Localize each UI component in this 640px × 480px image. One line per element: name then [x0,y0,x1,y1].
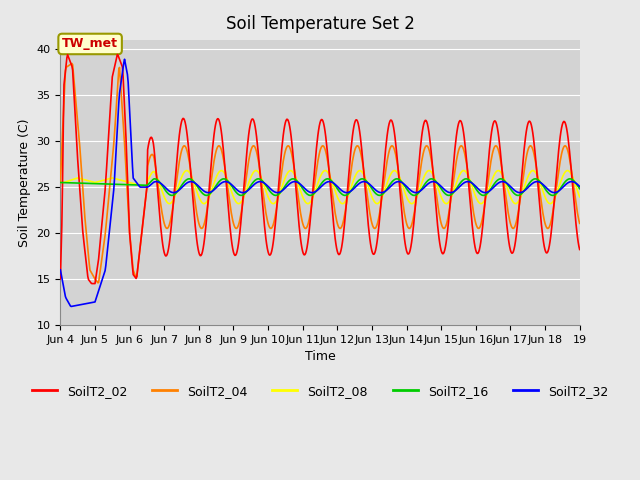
SoilT2_32 [172,189,180,195]
SoilT2_16 [528,178,536,183]
SoilT2_16 [312,189,319,194]
SoilT2_16 [566,176,574,182]
SoilT2_16 [193,182,200,188]
SoilT2_32 [56,267,64,273]
SoilT2_02 [172,170,180,176]
SoilT2_04 [56,180,64,185]
SoilT2_08 [530,168,538,174]
SoilT2_08 [364,181,371,187]
SoilT2_32 [313,188,321,193]
SoilT2_04 [313,163,321,168]
SoilT2_02 [576,247,584,252]
Line: SoilT2_32: SoilT2_32 [60,59,580,306]
SoilT2_08 [56,180,64,185]
SoilT2_16 [56,180,64,185]
SoilT2_32 [195,183,202,189]
SoilT2_08 [415,189,422,195]
SoilT2_02 [364,215,371,220]
SoilT2_16 [549,192,557,198]
SoilT2_08 [313,182,321,188]
Text: TW_met: TW_met [62,37,118,50]
SoilT2_02 [195,246,202,252]
SoilT2_04 [94,280,102,286]
Line: SoilT2_02: SoilT2_02 [60,55,580,284]
SoilT2_04 [364,196,371,202]
Y-axis label: Soil Temperature (C): Soil Temperature (C) [18,118,31,247]
SoilT2_32 [530,180,538,186]
SoilT2_02 [56,276,64,282]
SoilT2_04 [68,60,76,66]
SoilT2_04 [576,220,584,226]
SoilT2_02 [415,162,422,168]
SoilT2_04 [415,178,422,184]
SoilT2_04 [172,183,180,189]
SoilT2_32 [67,303,75,309]
SoilT2_32 [576,183,584,189]
Line: SoilT2_04: SoilT2_04 [60,63,580,283]
SoilT2_08 [195,192,202,198]
Line: SoilT2_08: SoilT2_08 [60,170,580,204]
SoilT2_02 [113,52,121,58]
SoilT2_08 [576,194,584,200]
Title: Soil Temperature Set 2: Soil Temperature Set 2 [225,15,415,33]
SoilT2_32 [364,180,371,186]
SoilT2_04 [195,217,202,223]
SoilT2_32 [121,56,129,62]
SoilT2_32 [415,189,422,195]
SoilT2_02 [88,281,96,287]
SoilT2_16 [362,178,370,184]
Legend: SoilT2_02, SoilT2_04, SoilT2_08, SoilT2_16, SoilT2_32: SoilT2_02, SoilT2_04, SoilT2_08, SoilT2_… [27,380,613,403]
SoilT2_08 [183,168,191,173]
SoilT2_16 [576,186,584,192]
SoilT2_16 [413,191,421,197]
Line: SoilT2_16: SoilT2_16 [60,179,580,195]
SoilT2_08 [172,193,179,199]
SoilT2_08 [165,201,173,206]
SoilT2_02 [313,139,321,144]
SoilT2_02 [530,135,538,141]
SoilT2_16 [170,192,178,197]
X-axis label: Time: Time [305,350,335,363]
SoilT2_04 [530,149,538,155]
